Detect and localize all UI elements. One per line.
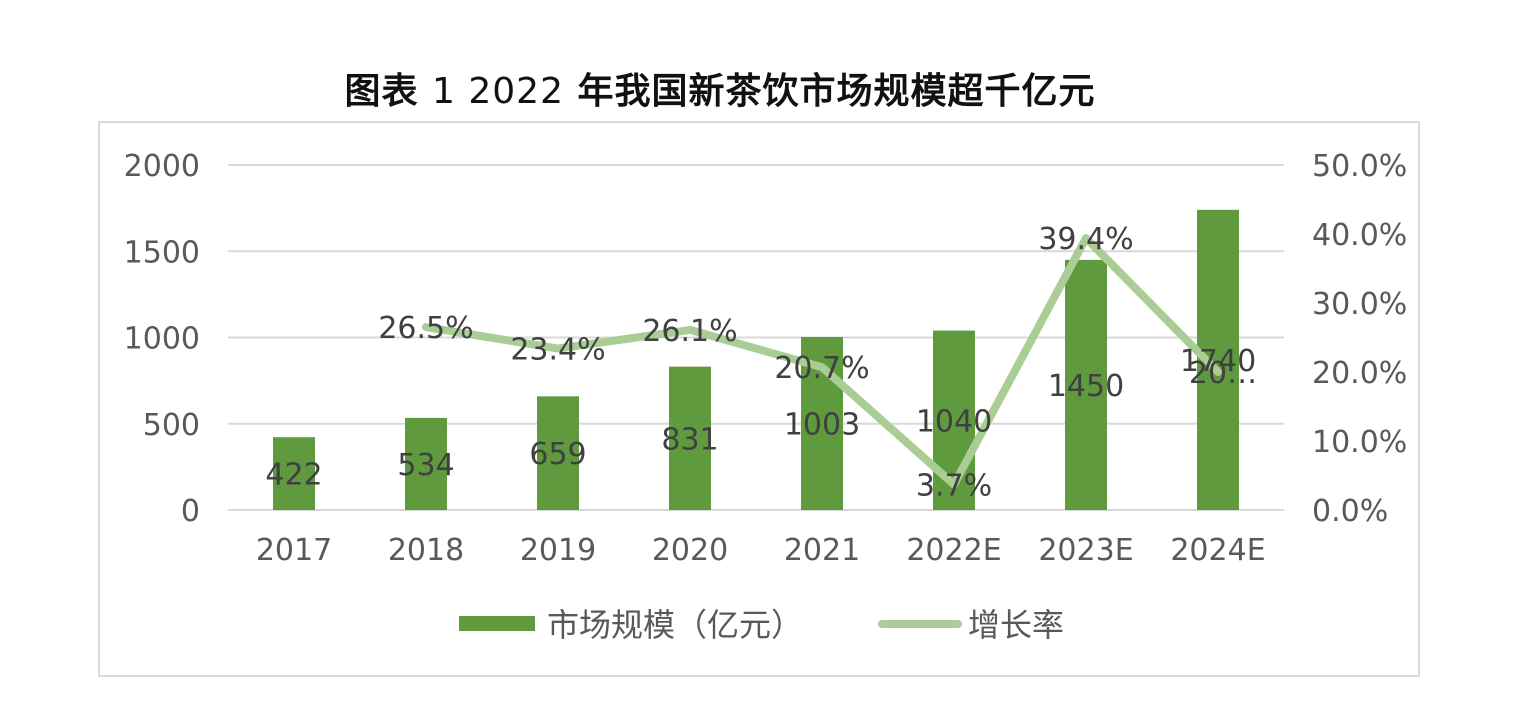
growth-value-label: 20… xyxy=(1189,356,1257,391)
bar-value-label: 1450 xyxy=(1048,369,1124,404)
bar-value-label: 831 xyxy=(661,422,718,457)
x-tick-label: 2024E xyxy=(1170,533,1265,568)
y-right-tick-label: 50.0% xyxy=(1312,149,1407,184)
bar xyxy=(273,437,315,510)
bar-value-label: 1740 xyxy=(1180,344,1256,379)
bar-value-label: 659 xyxy=(529,437,586,472)
growth-value-label: 20.7% xyxy=(774,351,869,386)
x-tick-label: 2021 xyxy=(784,533,860,568)
growth-value-label: 39.4% xyxy=(1038,222,1133,257)
chart-frame xyxy=(98,121,1420,677)
y-right-tick-label: 0.0% xyxy=(1312,494,1388,529)
x-tick-label: 2017 xyxy=(256,533,332,568)
y-left-tick-label: 1000 xyxy=(124,322,200,357)
bar-value-label: 1040 xyxy=(916,404,992,439)
growth-value-label: 26.1% xyxy=(642,314,737,349)
y-left-tick-label: 500 xyxy=(143,408,200,443)
bar-value-label: 534 xyxy=(397,448,454,483)
y-left-tick-label: 1500 xyxy=(124,235,200,270)
x-tick-label: 2023E xyxy=(1038,533,1133,568)
growth-value-label: 26.5% xyxy=(378,311,473,346)
y-right-tick-label: 30.0% xyxy=(1312,287,1407,322)
title-rest: 年我国新茶饮市场规模超千亿元 xyxy=(577,71,1096,112)
legend-bar-label: 市场规模（亿元） xyxy=(547,606,803,644)
bar xyxy=(1065,259,1107,510)
bar xyxy=(405,417,447,510)
x-tick-label: 2022E xyxy=(906,533,1001,568)
legend-line-label: 增长率 xyxy=(968,606,1064,644)
legend-bar-swatch xyxy=(459,616,535,631)
y-right-tick-label: 10.0% xyxy=(1312,425,1407,460)
y-left-tick-label: 0 xyxy=(181,494,200,529)
bar xyxy=(537,396,579,510)
growth-line xyxy=(422,234,1222,489)
bar-value-label: 422 xyxy=(265,458,322,493)
x-tick-label: 2018 xyxy=(388,533,464,568)
title-prefix: 图表 xyxy=(344,71,419,112)
x-tick-label: 2019 xyxy=(520,533,596,568)
bar xyxy=(669,366,711,510)
title-number: 1 2022 xyxy=(432,71,564,112)
x-tick-label: 2020 xyxy=(652,533,728,568)
chart-title: 图表 1 2022 年我国新茶饮市场规模超千亿元 xyxy=(0,62,1440,114)
y-right-tick-label: 20.0% xyxy=(1312,356,1407,391)
y-left-tick-label: 2000 xyxy=(124,149,200,184)
bar-value-label: 1003 xyxy=(784,407,860,442)
growth-value-label: 23.4% xyxy=(510,333,605,368)
growth-value-label: 3.7% xyxy=(916,468,992,503)
y-right-tick-label: 40.0% xyxy=(1312,218,1407,253)
